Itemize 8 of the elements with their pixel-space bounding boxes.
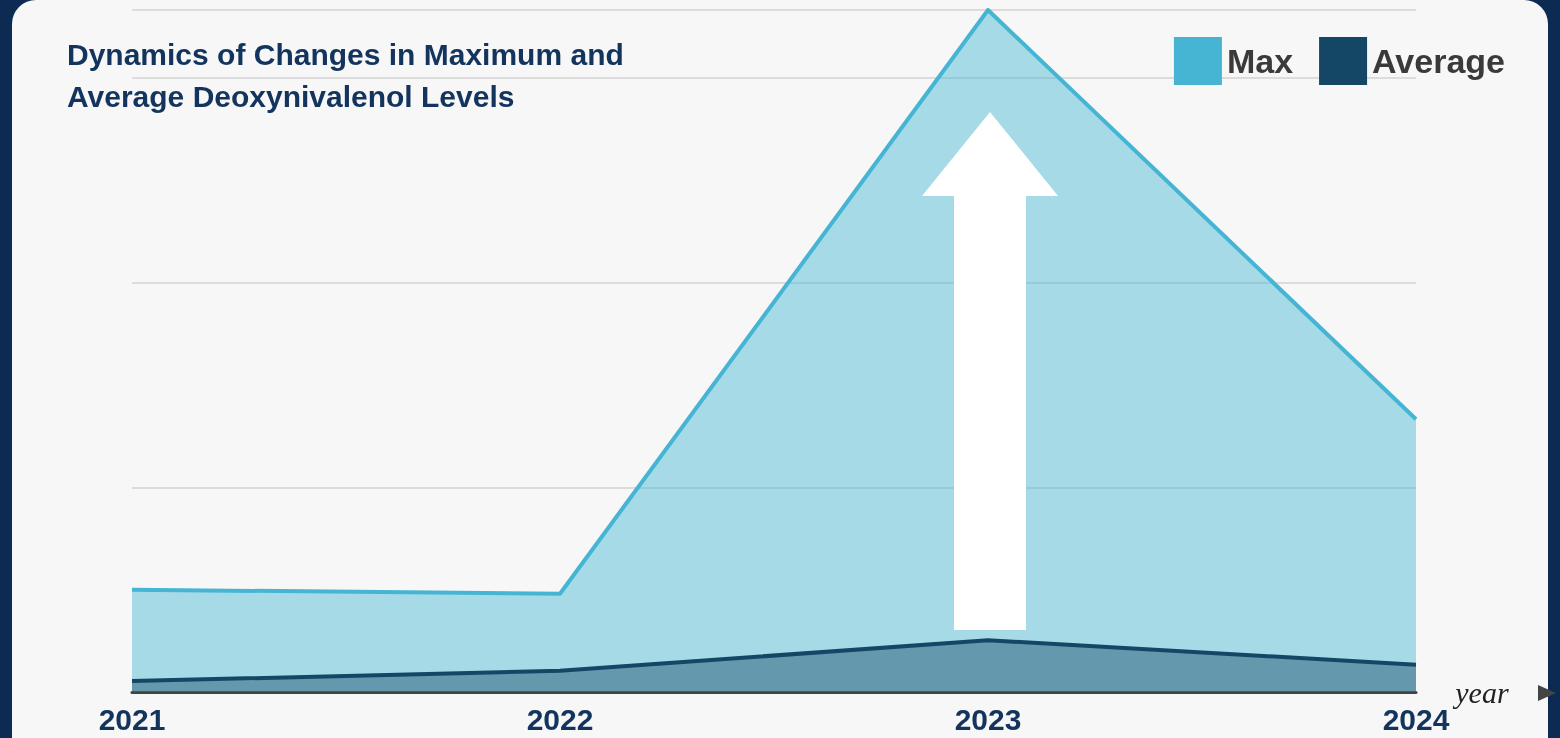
text: Dynamics of Changes in Maximum and Average Deoxynivalenol Levels	[67, 37, 633, 113]
x-axis-title: year	[1452, 675, 1509, 709]
x-tick-label: 2023	[954, 702, 1022, 736]
legend-label: Max	[1226, 42, 1294, 80]
x-tick-label: 2021	[98, 702, 166, 736]
x-tick-label: 2024	[1382, 702, 1450, 736]
x-tick-label: 2022	[526, 702, 594, 736]
legend-label: Average	[1372, 42, 1506, 80]
